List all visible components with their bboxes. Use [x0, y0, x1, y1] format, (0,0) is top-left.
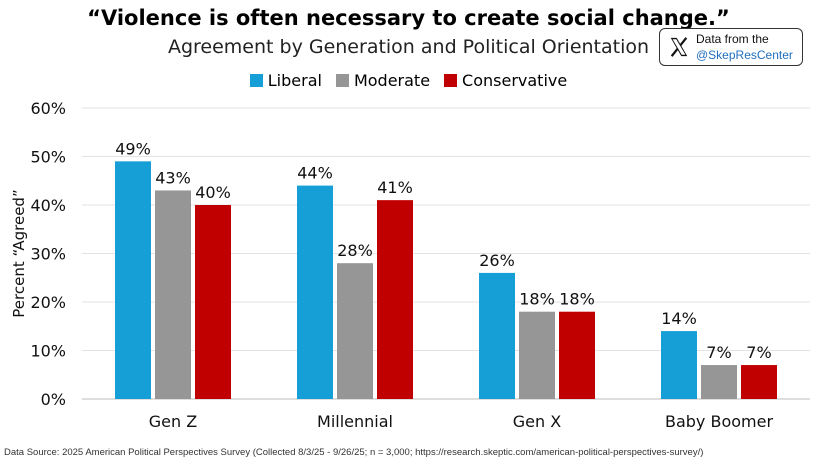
- legend-item-conservative: Conservative: [444, 70, 567, 90]
- legend-label: Liberal: [267, 70, 322, 90]
- data-label: 18%: [519, 290, 555, 309]
- chart-title: “Violence is often necessary to create s…: [87, 6, 730, 30]
- bar-liberal: [115, 161, 151, 399]
- bar-conservative: [377, 200, 413, 399]
- data-label: 14%: [661, 309, 697, 328]
- data-label: 7%: [746, 343, 771, 362]
- badge-line-1: Data from the: [696, 32, 769, 46]
- legend-swatch: [335, 73, 349, 87]
- bar-liberal: [479, 272, 515, 399]
- bar-liberal: [661, 331, 697, 399]
- data-label: 40%: [195, 183, 231, 202]
- bar-moderate: [519, 311, 555, 399]
- y-tick-label: 0%: [41, 390, 66, 409]
- bar-conservative: [559, 311, 595, 399]
- x-logo-icon: [670, 37, 688, 57]
- y-tick-label: 50%: [30, 148, 66, 167]
- y-tick-label: 20%: [30, 293, 66, 312]
- data-label: 26%: [479, 251, 515, 270]
- y-tick-label: 40%: [30, 196, 66, 215]
- y-axis-label: Percent “Agreed”: [10, 189, 28, 317]
- data-label: 41%: [377, 178, 413, 197]
- data-label: 44%: [297, 164, 333, 183]
- data-label: 7%: [706, 343, 731, 362]
- y-tick-label: 10%: [30, 342, 66, 361]
- data-label: 18%: [559, 290, 595, 309]
- bar-liberal: [297, 185, 333, 399]
- legend-label: Moderate: [353, 70, 431, 90]
- bar-conservative: [195, 205, 231, 399]
- chart-subtitle: Agreement by Generation and Political Or…: [167, 36, 650, 58]
- legend-swatch: [249, 73, 263, 87]
- y-tick-label: 60%: [30, 99, 66, 118]
- data-label: 28%: [337, 241, 373, 260]
- bar-conservative: [741, 365, 777, 399]
- x-category-label: Gen Z: [149, 412, 197, 431]
- legend-label: Conservative: [462, 70, 568, 90]
- x-category-label: Baby Boomer: [665, 412, 773, 431]
- chart-legend: Liberal Moderate Conservative: [0, 70, 817, 90]
- bar-moderate: [155, 190, 191, 399]
- legend-item-moderate: Moderate: [335, 70, 431, 90]
- data-label: 43%: [155, 168, 191, 187]
- legend-item-liberal: Liberal: [249, 70, 322, 90]
- x-category-label: Gen X: [513, 412, 561, 431]
- y-tick-label: 30%: [30, 245, 66, 264]
- source-badge: Data from the @SkepResCenter: [659, 28, 803, 66]
- x-category-label: Millennial: [317, 412, 393, 431]
- badge-handle: @SkepResCenter: [696, 48, 793, 62]
- data-label: 49%: [115, 139, 151, 158]
- data-source-footer: Data Source: 2025 American Political Per…: [4, 447, 704, 458]
- bar-moderate: [337, 263, 373, 399]
- bar-moderate: [701, 365, 737, 399]
- legend-swatch: [444, 73, 458, 87]
